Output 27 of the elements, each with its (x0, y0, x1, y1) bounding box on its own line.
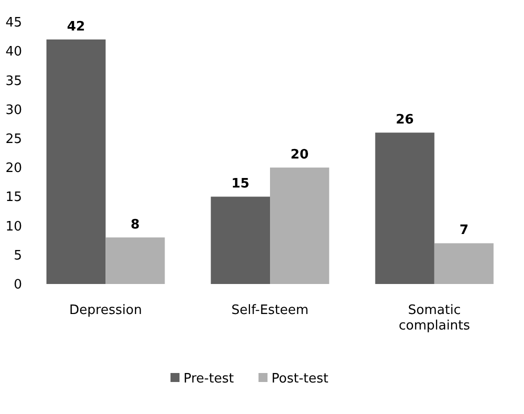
y-tick-label: 10 (5, 219, 22, 234)
data-label: 42 (66, 19, 86, 34)
bar (210, 196, 270, 284)
bar (375, 132, 434, 284)
x-tick-label: Self-Esteem (231, 303, 309, 318)
data-label: 7 (459, 223, 468, 238)
y-tick-label: 45 (5, 16, 22, 31)
y-tick-label: 0 (14, 278, 22, 293)
y-tick-label: 35 (5, 74, 22, 89)
data-label: 8 (130, 217, 140, 232)
x-tick-label: Depression (69, 303, 142, 318)
data-label: 15 (231, 176, 250, 192)
bar (434, 243, 494, 284)
data-label: 20 (290, 148, 309, 163)
y-tick-label: 40 (5, 44, 22, 60)
y-tick-label: 15 (5, 190, 22, 206)
bar (46, 39, 106, 284)
bar (270, 168, 330, 284)
bar (106, 237, 165, 284)
y-tick-label: 30 (5, 102, 22, 118)
y-tick-label: 5 (14, 248, 22, 264)
legend-label: Pre-test (184, 372, 234, 387)
x-tick-label: Somatic complaints (398, 303, 470, 334)
y-tick-label: 20 (5, 161, 22, 176)
legend-label: Post-test (272, 372, 328, 387)
data-label: 26 (396, 112, 414, 128)
y-tick-label: 25 (5, 132, 22, 147)
